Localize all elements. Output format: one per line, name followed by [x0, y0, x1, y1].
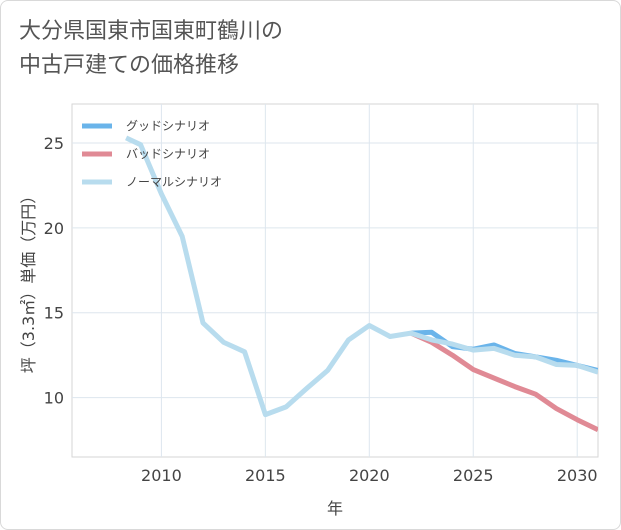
- series-lines: [125, 135, 598, 433]
- y-tick-label: 25: [44, 134, 64, 153]
- legend-label-1: バッドシナリオ: [126, 147, 210, 161]
- x-axis-title: 年: [327, 499, 343, 518]
- legend-label-2: ノーマルシナリオ: [126, 175, 222, 189]
- x-tick-label: 2020: [349, 466, 390, 485]
- x-tick-label: 2030: [557, 466, 598, 485]
- x-tick-label: 2010: [141, 466, 182, 485]
- y-tick-label: 15: [44, 304, 64, 323]
- chart-title-line-2: 中古戸建ての価格推移: [19, 53, 240, 78]
- grid: [72, 104, 598, 457]
- x-tick-label: 2015: [245, 466, 286, 485]
- x-axis-ticks: 2010 2015 2020 2025 2030: [141, 466, 598, 485]
- legend-label-0: グッドシナリオ: [126, 119, 210, 133]
- y-tick-label: 20: [44, 219, 64, 238]
- series-line-1: [409, 330, 598, 433]
- series-line-2: [125, 135, 598, 418]
- plot-area: [71, 103, 599, 458]
- x-tick-label: 2025: [453, 466, 494, 485]
- y-axis-title: 坪（3.3㎡）単価（万円）: [19, 188, 38, 373]
- chart-title-line-1: 大分県国東市国東町鶴川の: [19, 19, 284, 44]
- chart-title: 大分県国東市国東町鶴川の 中古戸建ての価格推移: [19, 15, 283, 83]
- y-tick-label: 10: [44, 389, 64, 408]
- y-axis-ticks: 10 15 20 25: [44, 134, 64, 408]
